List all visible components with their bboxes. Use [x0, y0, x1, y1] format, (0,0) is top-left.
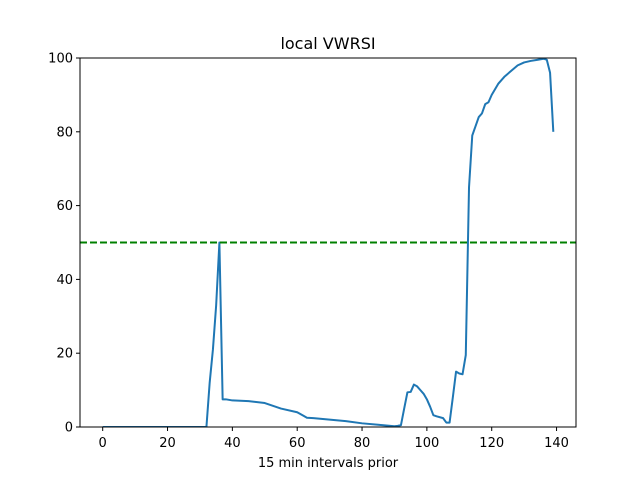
- axes-frame: [79, 57, 577, 428]
- y-tick-label: 80: [56, 125, 73, 140]
- chart-title: local VWRSI: [280, 34, 375, 53]
- x-tick-label: 120: [479, 436, 504, 451]
- series-line-vwrsi: [102, 58, 555, 427]
- x-tick-label: 140: [544, 436, 569, 451]
- x-tick-label: 60: [289, 436, 306, 451]
- x-tick-label: 20: [159, 436, 176, 451]
- y-tick-label: 40: [56, 273, 73, 288]
- x-tick-label: 40: [224, 436, 241, 451]
- y-tick-label: 60: [56, 199, 73, 214]
- x-tick-label: 100: [414, 436, 439, 451]
- x-tick-label: 80: [354, 436, 371, 451]
- x-axis-label: 15 min intervals prior: [258, 456, 399, 471]
- x-tick-label: 0: [99, 436, 107, 451]
- y-tick-label: 20: [56, 347, 73, 362]
- y-tick-label: 0: [65, 421, 73, 436]
- y-tick-label: 100: [48, 52, 73, 67]
